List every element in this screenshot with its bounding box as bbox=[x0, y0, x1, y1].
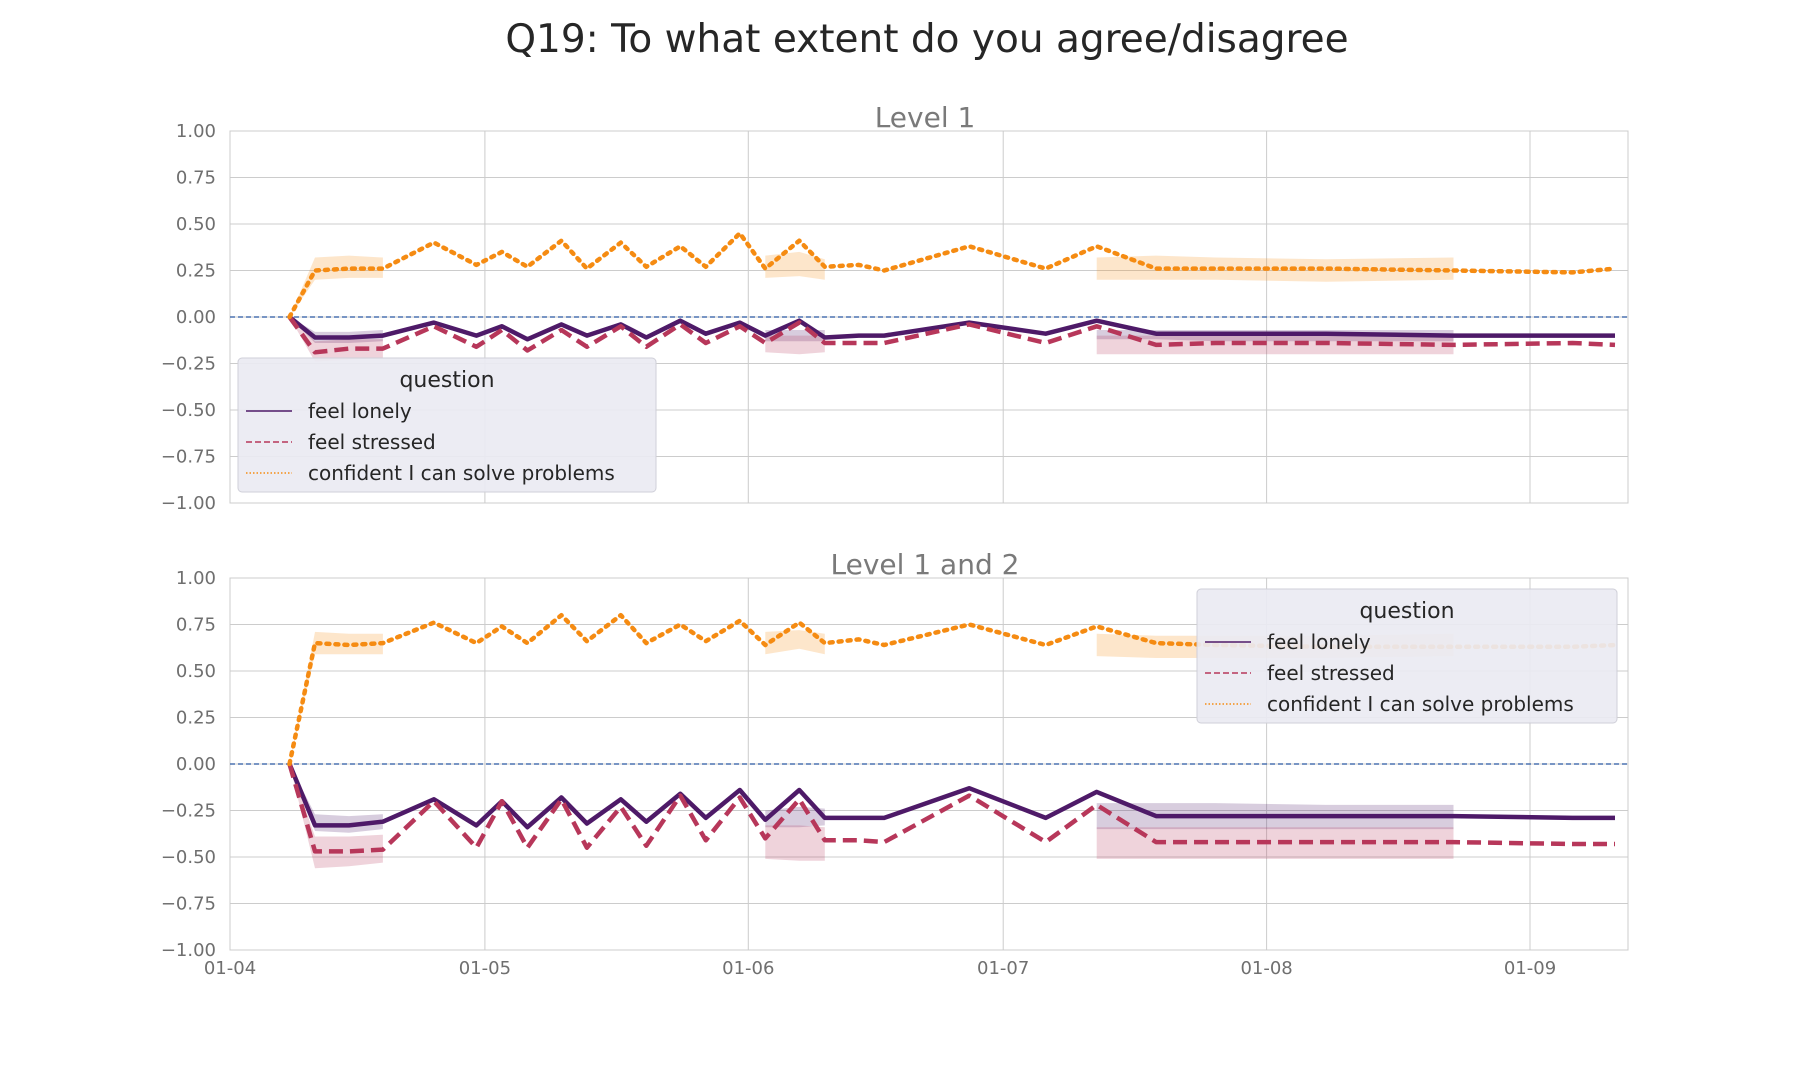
subplot-title: Level 1 and 2 bbox=[831, 548, 1020, 581]
series-line bbox=[287, 763, 1615, 830]
y-tick-label: 1.00 bbox=[176, 568, 216, 589]
y-tick-label: 0.75 bbox=[176, 168, 216, 189]
y-tick-label: 0.75 bbox=[176, 615, 216, 636]
y-tick-label: 0.50 bbox=[176, 661, 216, 682]
y-tick-label: 0.50 bbox=[176, 214, 216, 235]
y-tick-label: 0.25 bbox=[176, 261, 216, 282]
legend-title: question bbox=[399, 368, 494, 393]
figure-title: Q19: To what extent do you agree/disagre… bbox=[505, 17, 1348, 62]
x-tick-label: 01-06 bbox=[722, 958, 774, 979]
y-tick-label: −0.75 bbox=[161, 447, 216, 468]
y-tick-label: 0.00 bbox=[176, 754, 216, 775]
legend-label: confident I can solve problems bbox=[308, 461, 615, 485]
y-tick-label: −0.25 bbox=[161, 801, 216, 822]
x-tick-label: 01-08 bbox=[1240, 958, 1292, 979]
x-tick-label: 01-04 bbox=[204, 958, 256, 979]
legend-box bbox=[237, 357, 657, 493]
confidence-band bbox=[1096, 827, 1454, 859]
chart-level-1: Level 1 1.00 0.75 0.50 0.25 0.00 −0.25 −0.50 −0.… bbox=[161, 101, 1629, 514]
series-line bbox=[288, 315, 1615, 342]
subplot-title: Level 1 bbox=[875, 101, 976, 134]
series-line bbox=[287, 231, 1618, 320]
confidence-band bbox=[289, 255, 383, 317]
y-tick-label: −1.00 bbox=[161, 493, 216, 514]
y-tick-label: 1.00 bbox=[176, 121, 216, 142]
series-line bbox=[287, 315, 1616, 355]
y-tick-label: 0.00 bbox=[176, 307, 216, 328]
legend-label: feel stressed bbox=[308, 430, 436, 454]
chart-level-1-and-2: Level 1 and 2 1.00 0.75 0.50 0.25 0.00 −0.25 −0… bbox=[161, 548, 1629, 979]
legend-box bbox=[1196, 588, 1618, 724]
x-tick-label: 01-07 bbox=[977, 958, 1029, 979]
series-line bbox=[287, 763, 1615, 854]
legend: question feel lonely feel stressed confiden… bbox=[1196, 588, 1618, 724]
y-tick-label: −0.50 bbox=[161, 400, 216, 421]
legend-title: question bbox=[1359, 599, 1454, 624]
legend-label: feel stressed bbox=[1267, 661, 1395, 685]
legend-label: confident I can solve problems bbox=[1267, 692, 1574, 716]
legend: question feel lonely feel stressed confiden… bbox=[237, 357, 657, 493]
y-tick-label: 0.25 bbox=[176, 708, 216, 729]
y-tick-label: −0.25 bbox=[161, 354, 216, 375]
x-tick-label: 01-09 bbox=[1504, 958, 1556, 979]
confidence-band bbox=[765, 335, 825, 355]
y-tick-label: −0.50 bbox=[161, 847, 216, 868]
legend-label: feel lonely bbox=[308, 399, 412, 423]
y-tick-label: −0.75 bbox=[161, 894, 216, 915]
confidence-band bbox=[765, 825, 825, 861]
x-tick-label: 01-05 bbox=[459, 958, 511, 979]
y-tick-label: −1.00 bbox=[161, 940, 216, 961]
series-line bbox=[287, 612, 1618, 767]
legend-label: feel lonely bbox=[1267, 630, 1371, 654]
confidence-band bbox=[289, 764, 383, 869]
